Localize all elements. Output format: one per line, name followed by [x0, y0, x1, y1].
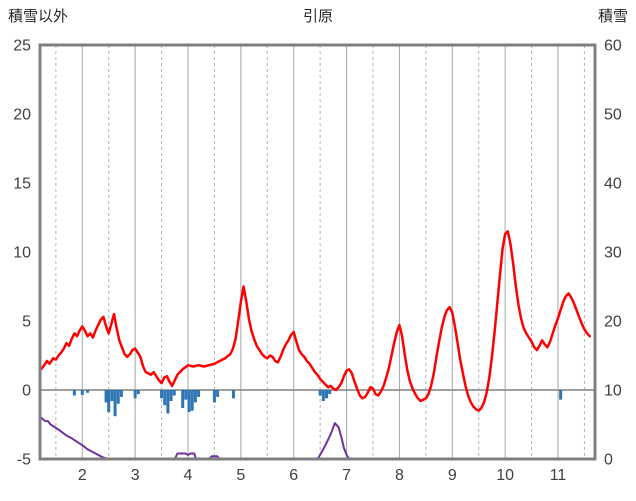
- blue-bars-bar: [231, 390, 235, 399]
- left-tick-label: 0: [22, 383, 31, 400]
- blue-bars-bar: [193, 390, 197, 403]
- blue-bars-bar: [216, 390, 220, 397]
- right-tick-label: 20: [604, 314, 622, 331]
- x-tick-label: 8: [395, 467, 404, 484]
- blue-bars-bar: [86, 390, 90, 393]
- blue-bars-bar: [80, 390, 84, 395]
- blue-bars-bar: [187, 390, 191, 413]
- blue-bars-bar: [110, 390, 114, 402]
- blue-bars-bar: [321, 390, 325, 402]
- blue-bars-bar: [172, 390, 176, 396]
- blue-bars-bar: [72, 390, 76, 396]
- x-tick-label: 7: [342, 467, 351, 484]
- left-tick-label: 15: [13, 176, 31, 193]
- plot-border: [38, 43, 597, 461]
- right-axis-title: 積雪: [597, 8, 628, 25]
- purple-line: [40, 416, 595, 460]
- blue-bars-bar: [197, 390, 201, 397]
- x-tick-label: 2: [78, 467, 87, 484]
- blue-bars-bar: [104, 390, 108, 403]
- right-tick-label: 10: [604, 383, 622, 400]
- left-tick-label: 20: [13, 107, 31, 124]
- blue-bars-bar: [328, 390, 332, 395]
- chart-title: 引原: [302, 8, 333, 25]
- x-tick-label: 6: [289, 467, 298, 484]
- x-tick-label: 3: [131, 467, 140, 484]
- x-tick-label: 9: [448, 467, 457, 484]
- blue-bars-bar: [136, 390, 140, 395]
- blue-bars-bar: [116, 390, 120, 404]
- right-tick-label: 30: [604, 245, 622, 262]
- blue-bars-bar: [212, 390, 216, 403]
- right-tick-label: 40: [604, 176, 622, 193]
- blue-bars-bar: [166, 390, 170, 414]
- right-tick-label: 60: [604, 38, 622, 55]
- x-tick-label: 11: [550, 467, 567, 484]
- blue-bars-bar: [318, 390, 322, 396]
- right-tick-label: 0: [604, 452, 613, 469]
- blue-bars-bar: [113, 390, 117, 417]
- blue-bars-bar: [190, 390, 194, 411]
- blue-bars-bar: [184, 390, 188, 400]
- x-tick-label: 5: [236, 467, 245, 484]
- left-tick-label: 10: [13, 245, 31, 262]
- x-tick-label: 10: [496, 467, 514, 484]
- blue-bars-bar: [160, 390, 164, 399]
- blue-bars-bar: [181, 390, 185, 408]
- x-tick-label: 4: [184, 467, 193, 484]
- blue-bars-bar: [559, 390, 563, 400]
- left-axis-title: 積雪以外: [8, 8, 69, 25]
- right-tick-label: 50: [604, 107, 622, 124]
- left-tick-label: -5: [17, 452, 31, 469]
- blue-bars-bar: [163, 390, 167, 406]
- blue-bars-bar: [119, 390, 123, 397]
- blue-bars-bar: [107, 390, 111, 413]
- blue-bars-bar: [133, 390, 137, 399]
- blue-bars-bar: [324, 390, 328, 399]
- blue-bars-bar: [169, 390, 173, 402]
- red-line: [39, 230, 591, 412]
- left-tick-label: 25: [13, 38, 31, 55]
- left-tick-label: 5: [22, 314, 31, 331]
